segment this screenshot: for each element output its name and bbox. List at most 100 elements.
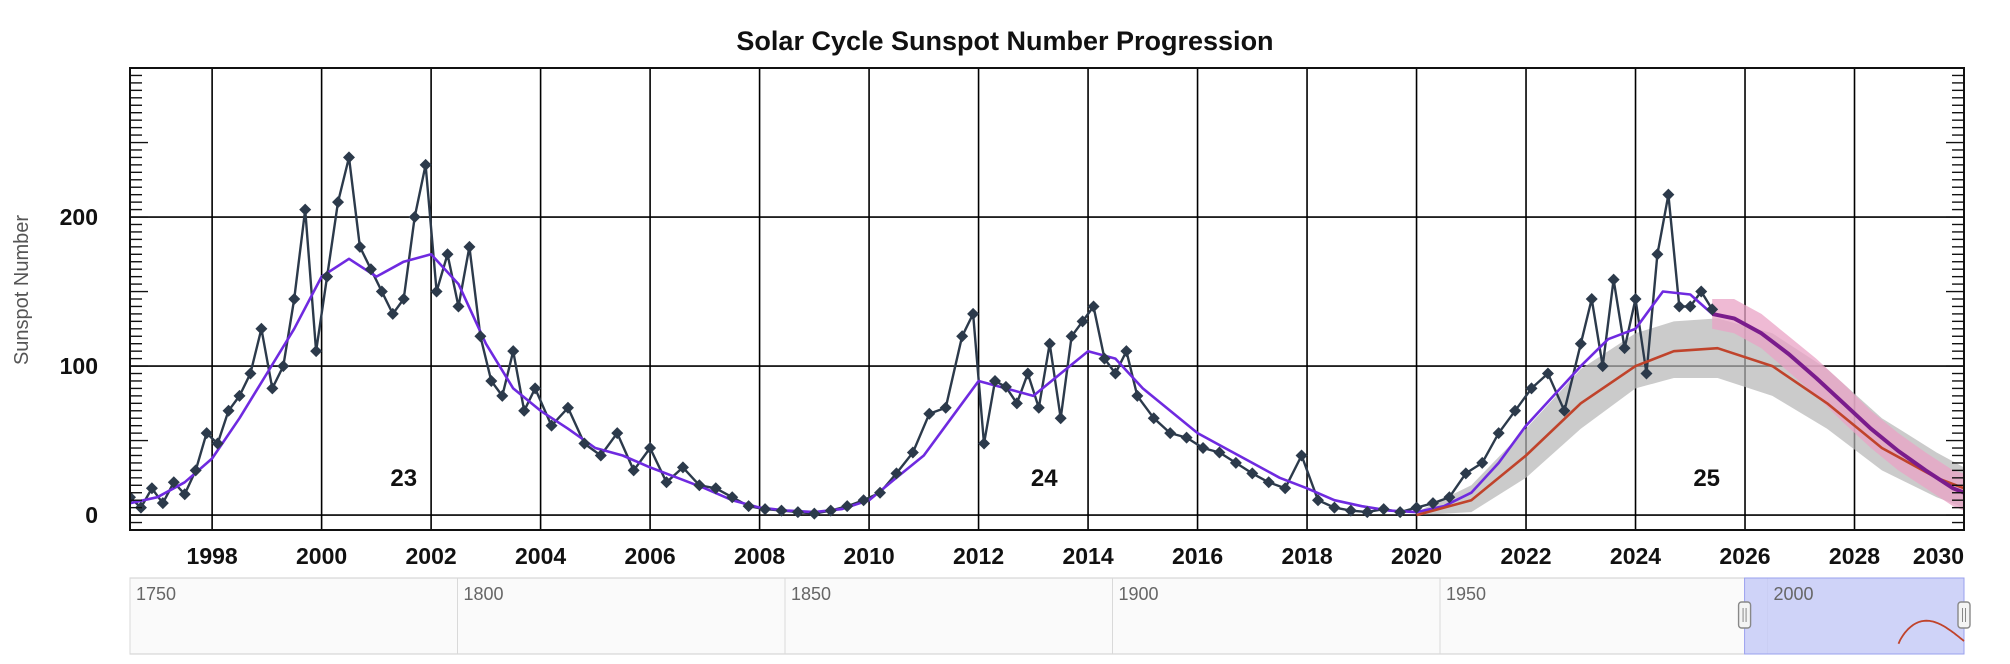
observed-point <box>211 437 224 450</box>
navigator-prediction-line <box>1897 619 1965 645</box>
y-axis-label: Sunspot Number <box>11 215 33 365</box>
x-tick-label: 2006 <box>625 543 676 569</box>
observed-point <box>485 374 498 387</box>
observed-point <box>561 401 574 414</box>
x-tick-label: 2020 <box>1391 543 1442 569</box>
observed-point <box>1651 248 1664 261</box>
observed-point <box>1525 382 1538 395</box>
navigator-left-handle[interactable] <box>1737 601 1752 629</box>
prediction-bands <box>1416 299 1964 516</box>
navigator-frame <box>129 577 1965 655</box>
observed-point <box>594 449 607 462</box>
observed-point <box>1246 467 1259 480</box>
observed-point <box>1558 404 1571 417</box>
observed-point <box>1673 300 1686 313</box>
observed-point <box>299 203 312 216</box>
observed-point <box>1684 300 1697 313</box>
observed-point <box>644 442 657 455</box>
observed-point <box>726 491 739 504</box>
observed-point <box>1164 427 1177 440</box>
observed-point <box>430 285 443 298</box>
x-tick-labels: 1998 2000 2002 2004 2006 2008 2010 2012 2014 2016… <box>187 543 1964 569</box>
navigator-handles[interactable] <box>1737 601 1971 629</box>
original-prediction-band <box>1416 318 1964 516</box>
x-tick-label: 2000 <box>296 543 347 569</box>
observed-point <box>1618 342 1631 355</box>
observed-point <box>1629 293 1642 305</box>
observed-point <box>890 467 903 480</box>
observed-point <box>266 382 279 395</box>
observed-point <box>693 479 706 492</box>
observed-point <box>1596 360 1609 373</box>
observed-point <box>1032 401 1045 414</box>
observed-point <box>841 500 854 513</box>
navigator[interactable]: 1750 1800 1850 1900 1950 2000 <box>129 577 1971 655</box>
observed-point <box>1295 449 1308 462</box>
observed-point <box>255 322 268 335</box>
observed-point <box>791 506 804 519</box>
y-minor-ticks <box>130 67 1964 531</box>
observed-point <box>1109 367 1122 380</box>
x-tick-label: 2010 <box>843 543 894 569</box>
observed-point <box>200 427 213 440</box>
observed-point <box>660 476 673 489</box>
observed-point <box>1043 337 1056 350</box>
observed-point <box>1131 389 1144 402</box>
observed-point <box>1443 491 1456 504</box>
observed-point <box>578 437 591 450</box>
observed-point <box>709 482 722 495</box>
cycle-label: 23 <box>390 465 417 492</box>
x-tick-label: 2016 <box>1172 543 1223 569</box>
observed-point <box>1695 285 1708 298</box>
observed-point <box>288 293 301 305</box>
observed-markers <box>130 151 1719 520</box>
observed-point <box>397 293 410 305</box>
x-tick-label: 2024 <box>1610 543 1661 569</box>
observed-point <box>332 196 345 209</box>
observed-point <box>145 482 158 495</box>
observed-line <box>130 156 1714 515</box>
x-tick-label: 1998 <box>187 543 238 569</box>
observed-point <box>386 307 399 320</box>
smoothed-line <box>130 253 1714 514</box>
x-tick-label: 2014 <box>1062 543 1113 569</box>
observed-point <box>1541 367 1554 380</box>
navigator-right-handle[interactable] <box>1957 601 1971 629</box>
observed-point <box>441 248 454 261</box>
observed-point <box>1344 504 1357 517</box>
observed-point <box>967 307 980 320</box>
observed-point <box>1087 300 1100 313</box>
observed-point <box>545 419 558 432</box>
observed-point <box>419 158 432 171</box>
navigator-tick-label: 1950 <box>1446 584 1486 604</box>
x-tick-label: 2018 <box>1281 543 1332 569</box>
navigator-tick-label: 1900 <box>1119 584 1159 604</box>
observed-point <box>518 404 531 417</box>
x-tick-label: 2008 <box>734 543 785 569</box>
observed-point <box>474 330 487 343</box>
observed-point <box>189 464 202 477</box>
observed-point <box>496 389 509 402</box>
original-prediction-line <box>1416 346 1964 517</box>
observed-point <box>923 407 936 420</box>
observed-point <box>611 427 624 440</box>
observed-point <box>676 461 689 474</box>
x-tick-label: 2026 <box>1719 543 1770 569</box>
observed-point <box>1229 456 1242 469</box>
updated-prediction-band <box>1712 299 1964 511</box>
observed-point <box>1585 293 1598 305</box>
observed-point <box>244 367 257 380</box>
observed-point <box>178 488 191 501</box>
navigator-tick-label: 1850 <box>791 584 831 604</box>
observed-point <box>408 211 421 224</box>
observed-point <box>1574 337 1587 350</box>
observed-point <box>824 504 837 517</box>
navigator-tick-labels: 1750 1800 1850 1900 1950 2000 <box>136 584 1814 604</box>
observed-point <box>1410 501 1423 514</box>
observed-point <box>1328 501 1341 514</box>
observed-point <box>1492 427 1505 440</box>
observed-point <box>627 464 640 477</box>
observed-point <box>463 240 476 253</box>
x-tick-label: 2004 <box>515 543 566 569</box>
observed-point <box>507 345 520 358</box>
